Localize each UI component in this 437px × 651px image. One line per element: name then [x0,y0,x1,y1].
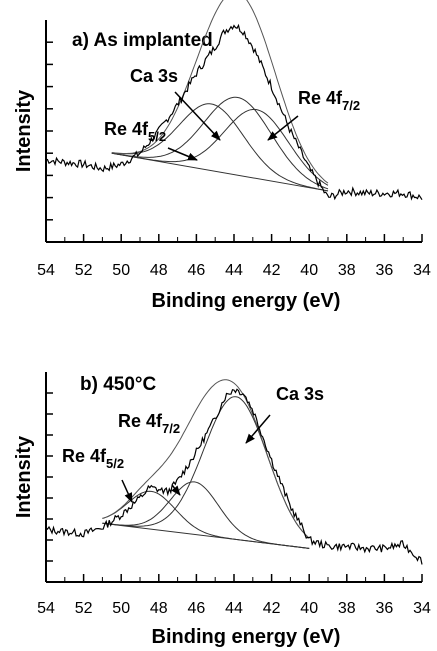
x-axis-title: Binding energy (eV) [152,626,341,648]
x-tick-label: 34 [413,262,431,279]
x-tick-label: 36 [376,262,394,279]
x-tick-label: 48 [150,262,168,279]
peak-label-subscript: 5/2 [148,129,166,144]
peak-label-text: Re 4f [104,119,149,139]
x-tick-label: 52 [75,600,93,617]
peak-label: Re 4f7/2 [298,88,360,113]
peak-label-text: Ca 3s [276,384,324,404]
x-tick-label: 40 [300,600,318,617]
peak-arrow [174,91,221,141]
chart-panel-b: 54 52 50 48 46 44 42 40 38 36 34 Binding energy (eV… [13,372,431,648]
peak-label-subscript: 5/2 [106,456,124,471]
x-axis-title: Binding energy (eV) [152,290,341,312]
peak-label-text: Re 4f [298,88,343,108]
x-tick-label: 42 [263,262,281,279]
peak-label-text: Re 4f [118,411,163,431]
chart-panel-a: 54 52 50 48 46 44 42 40 38 36 34 Binding energy (eV… [13,0,431,312]
x-tick-label: 36 [376,600,394,617]
peak-label: Re 4f7/2 [118,411,180,436]
x-tick-label: 46 [188,262,206,279]
peak-label-text: Re 4f [62,446,107,466]
peak-label: Ca 3s [130,66,178,86]
fit-envelope [111,0,329,184]
x-tick-label: 48 [150,600,168,617]
measured-spectrum-line [45,23,423,201]
x-tick-label: 34 [413,600,431,617]
peak-label-text: Ca 3s [130,66,178,86]
x-tick-label: 46 [188,600,206,617]
fit-peak-re-4f5-2 [111,103,329,192]
x-tick-label: 38 [338,262,356,279]
peak-arrow [245,414,271,444]
x-tick-label: 50 [112,262,130,279]
peak-arrow [167,147,198,161]
peak-label-subscript: 7/2 [342,98,360,113]
peak-label: Re 4f5/2 [104,119,166,144]
peak-arrow [121,479,133,503]
x-tick-label: 42 [263,600,281,617]
panel-title: a) As implanted [72,30,213,51]
x-tick-label: 38 [338,600,356,617]
y-axis-title: Intensity [13,435,35,518]
x-tick-label: 50 [112,600,130,617]
x-tick-label: 44 [225,262,243,279]
x-tick-label: 54 [37,600,55,617]
x-tick-label: 54 [37,262,55,279]
peak-label: Re 4f5/2 [62,446,124,471]
fit-envelope [102,379,310,539]
x-tick-label: 52 [75,262,93,279]
y-axis-title: Intensity [13,89,35,172]
fit-peak-re-4f5-2 [102,490,310,549]
x-tick-label: 44 [225,600,243,617]
x-tick-label: 40 [300,262,318,279]
peak-arrow [171,484,181,496]
fit-peak-re-4f7-2 [102,481,310,549]
peak-arrow [267,115,299,141]
peak-label-subscript: 7/2 [162,421,180,436]
measured-spectrum-line [45,388,423,565]
fit-peak-ca-3s [111,96,329,190]
panel-title: b) 450°C [80,374,157,395]
peak-label: Ca 3s [276,384,324,404]
